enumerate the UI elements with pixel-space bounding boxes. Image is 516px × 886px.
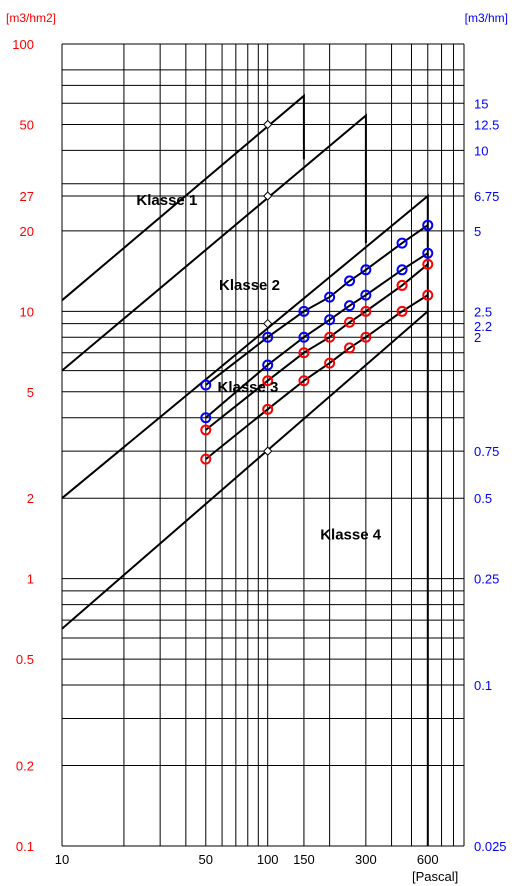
data-point-marker bbox=[262, 403, 274, 415]
right-tick-label: 0.1 bbox=[474, 678, 492, 693]
class-boundary-line bbox=[61, 193, 429, 846]
data-point-marker bbox=[324, 357, 336, 369]
right-tick-label: 10 bbox=[474, 143, 488, 158]
left-tick-label: 0.2 bbox=[16, 759, 34, 774]
left-tick-label: 2 bbox=[27, 491, 34, 506]
class-boundary-line bbox=[61, 93, 305, 302]
left-tick-label: 50 bbox=[20, 117, 34, 132]
left-tick-label: 0.1 bbox=[16, 839, 34, 854]
class-label: Klasse 4 bbox=[320, 527, 382, 544]
left-tick-label: 0.5 bbox=[16, 652, 34, 667]
series-line bbox=[205, 224, 429, 386]
left-tick-label: 27 bbox=[20, 189, 34, 204]
class-boundaries bbox=[61, 93, 429, 846]
class-label: Klasse 3 bbox=[217, 379, 278, 396]
data-point-marker bbox=[360, 289, 372, 301]
data-point-marker bbox=[360, 264, 372, 276]
data-point-marker bbox=[324, 291, 336, 303]
series-line bbox=[205, 252, 429, 419]
data-point-marker bbox=[262, 359, 274, 371]
x-tick-label: 50 bbox=[199, 852, 213, 867]
data-point-marker bbox=[422, 219, 434, 231]
right-tick-label: 5 bbox=[474, 224, 481, 239]
left-tick-label: 5 bbox=[27, 385, 34, 400]
reference-marker bbox=[262, 191, 273, 201]
reference-markers bbox=[262, 119, 273, 456]
class-label: Klasse 2 bbox=[219, 277, 280, 294]
right-tick-label: 12.5 bbox=[474, 117, 499, 132]
data-point-marker bbox=[200, 379, 212, 391]
data-point-marker bbox=[200, 453, 212, 465]
series-line bbox=[205, 294, 429, 460]
series-line bbox=[205, 263, 429, 431]
data-point-marker bbox=[324, 331, 336, 343]
data-point-marker bbox=[298, 347, 310, 359]
data-point-marker bbox=[298, 375, 310, 387]
right-unit-label: [m3/hm] bbox=[465, 11, 508, 25]
left-tick-label: 100 bbox=[12, 37, 34, 52]
x-tick-label: 300 bbox=[355, 852, 377, 867]
reference-marker bbox=[262, 318, 273, 329]
data-point-marker bbox=[396, 264, 408, 276]
data-point-marker bbox=[396, 305, 408, 317]
class-labels: Klasse 1 Klasse 2 Klasse 3 Klasse 4 bbox=[136, 192, 381, 544]
data-point-marker bbox=[200, 424, 212, 436]
right-tick-label: 0.5 bbox=[474, 491, 492, 506]
right-tick-label: 0.75 bbox=[474, 444, 499, 459]
data-point-marker bbox=[344, 275, 356, 287]
data-point-marker bbox=[200, 412, 212, 424]
data-point-marker bbox=[360, 331, 372, 343]
data-point-marker bbox=[262, 331, 274, 343]
x-tick-label: 10 bbox=[55, 852, 69, 867]
left-tick-label: 20 bbox=[20, 224, 34, 239]
grid bbox=[61, 43, 465, 847]
data-point-marker bbox=[422, 247, 434, 259]
x-tick-label: 150 bbox=[293, 852, 315, 867]
class-label: Klasse 1 bbox=[136, 192, 197, 209]
right-tick-label: 2 bbox=[474, 330, 481, 345]
x-tick-label: 100 bbox=[257, 852, 279, 867]
data-point-marker bbox=[298, 331, 310, 343]
left-unit-label: [m3/hm2] bbox=[6, 11, 56, 25]
left-tick-label: 10 bbox=[20, 304, 34, 319]
data-point-marker bbox=[396, 279, 408, 291]
class-boundary-line bbox=[61, 310, 429, 630]
data-point-marker bbox=[422, 289, 434, 301]
data-point-marker bbox=[360, 305, 372, 317]
measurement-series bbox=[200, 219, 434, 465]
data-point-marker bbox=[324, 314, 336, 326]
data-point-marker bbox=[396, 237, 408, 249]
right-tick-label: 0.025 bbox=[474, 839, 507, 854]
data-point-marker bbox=[344, 316, 356, 328]
class-boundary-line bbox=[61, 113, 367, 372]
reference-marker bbox=[262, 119, 273, 130]
left-axis-ticks: 100 50 27 20 10 5 2 1 0.5 0.2 0.1 bbox=[12, 37, 34, 854]
left-tick-label: 1 bbox=[27, 572, 34, 587]
data-point-marker bbox=[344, 300, 356, 312]
right-tick-label: 2.2 bbox=[474, 319, 492, 334]
data-point-marker bbox=[298, 305, 310, 317]
right-tick-label: 2.5 bbox=[474, 304, 492, 319]
right-tick-label: 6.75 bbox=[474, 189, 499, 204]
x-tick-label: 600 bbox=[417, 852, 439, 867]
right-tick-label: 0.25 bbox=[474, 572, 499, 587]
data-point-marker bbox=[422, 258, 434, 270]
right-axis-ticks: 15 12.5 10 6.75 5 2.52.22 0.75 0.5 0.25 0.1 0.025 bbox=[474, 96, 507, 854]
reference-marker bbox=[262, 446, 273, 456]
x-axis-ticks: 10 50 100 150 300 600 bbox=[55, 852, 439, 867]
x-unit-label: [Pascal] bbox=[412, 869, 458, 884]
right-tick-label: 15 bbox=[474, 96, 488, 111]
data-point-marker bbox=[344, 342, 356, 354]
data-point-marker bbox=[262, 375, 274, 387]
